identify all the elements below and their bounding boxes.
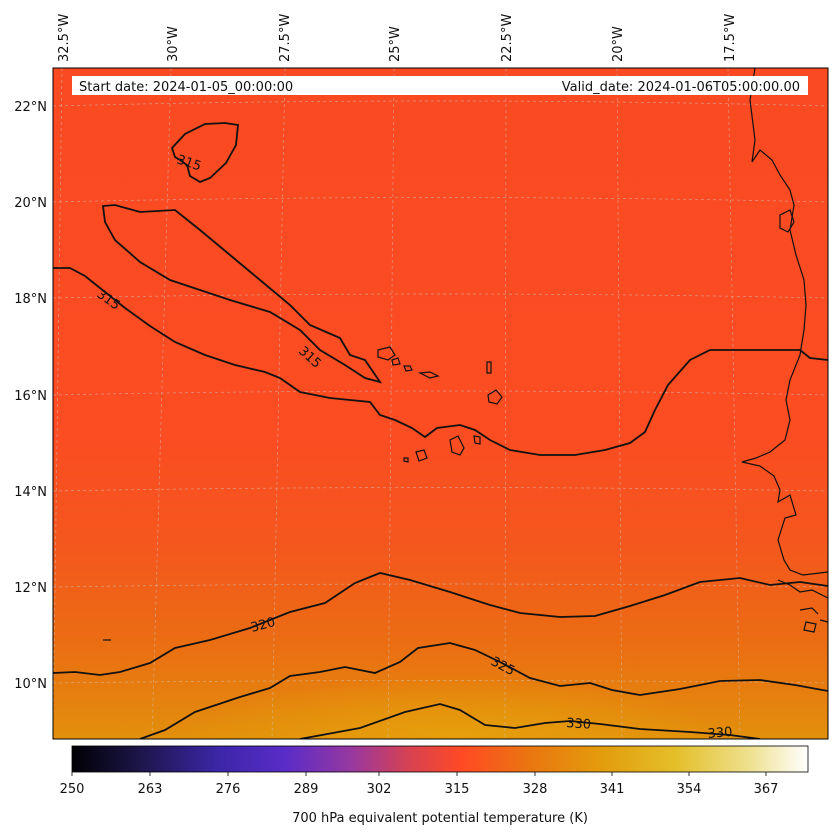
bissagos-islands [799, 607, 828, 633]
colorbar-gradient [71, 745, 809, 773]
colorbar-ticks [71, 772, 767, 776]
island-santiago [449, 435, 465, 456]
western-sahara-indent [779, 209, 795, 233]
gridlines [53, 68, 828, 739]
lat-label: 22°N [14, 100, 47, 115]
colorbar-tick-label: 341 [600, 782, 625, 797]
contour-330 [299, 703, 761, 739]
contour-325 [139, 642, 828, 739]
island-sao-nicolau [403, 365, 413, 372]
gambia-inlet [777, 579, 828, 599]
contour-315-tongue [101, 204, 383, 384]
colorbar-label: 700 hPa equivalent potential temperature… [292, 811, 588, 826]
lon-label: 27.5°W [278, 14, 293, 62]
lon-label: 32.5°W [57, 14, 72, 62]
contour-label: 330 [566, 716, 592, 733]
island-sao-vicente [391, 357, 401, 366]
island-maio [473, 435, 481, 445]
contour-315-main [53, 267, 828, 456]
colorbar-tick-label: 315 [445, 782, 470, 797]
contour-320 [53, 572, 828, 676]
island-fogo [415, 449, 428, 462]
map-panel: 315 315 315 320 325 330 330 Start date: … [53, 68, 828, 742]
start-date: Start date: 2024-01-05_00:00:00 [79, 80, 293, 95]
latitude-labels: 22°N 20°N 18°N 16°N 14°N 12°N 10°N [14, 100, 47, 692]
contour-label: 320 [249, 615, 277, 636]
lon-label: 20°W [611, 26, 626, 62]
map-frame [52, 67, 829, 740]
lat-label: 10°N [14, 677, 47, 692]
island-santo-antao [377, 346, 396, 361]
contour-lines [53, 122, 828, 739]
lon-label: 25°W [388, 26, 403, 62]
colorbar-tick-label: 289 [294, 782, 319, 797]
island-boavista-small [417, 371, 440, 379]
lat-label: 12°N [14, 581, 47, 596]
date-header-box [72, 76, 808, 95]
lat-label: 14°N [14, 485, 47, 500]
lon-label: 30°W [166, 26, 181, 62]
lat-label: 18°N [14, 292, 47, 307]
lon-label: 17.5°W [723, 14, 738, 62]
colorbar-tick-label: 263 [138, 782, 163, 797]
valid-date: Valid_date: 2024-01-06T05:00:00.00 [562, 80, 800, 95]
colorbar-tick-label: 302 [367, 782, 392, 797]
warm-region [53, 560, 828, 739]
african-coast [741, 68, 828, 576]
contour-315-loop [170, 122, 239, 184]
lat-label: 20°N [14, 196, 47, 211]
contour-label: 315 [175, 153, 203, 175]
colorbar-tick-label: 367 [754, 782, 779, 797]
island-boa-vista [487, 389, 503, 405]
coastlines [103, 68, 828, 641]
lat-label: 16°N [14, 389, 47, 404]
colorbar-tick-label: 276 [216, 782, 241, 797]
colorbar-tick-label: 328 [523, 782, 548, 797]
island-brava [403, 457, 409, 463]
colorbar-tick-label: 354 [677, 782, 702, 797]
longitude-labels: 32.5°W 30°W 27.5°W 25°W 22.5°W 20°W 17.5… [57, 14, 738, 62]
lon-label: 22.5°W [500, 14, 515, 62]
island-sal [486, 361, 492, 374]
date-header: Start date: 2024-01-05_00:00:00 Valid_da… [72, 76, 808, 95]
contour-label: 330 [707, 725, 733, 742]
colorbar: 250 263 276 289 302 315 328 341 354 367 … [60, 745, 809, 826]
colorbar-tick-label: 250 [60, 782, 85, 797]
